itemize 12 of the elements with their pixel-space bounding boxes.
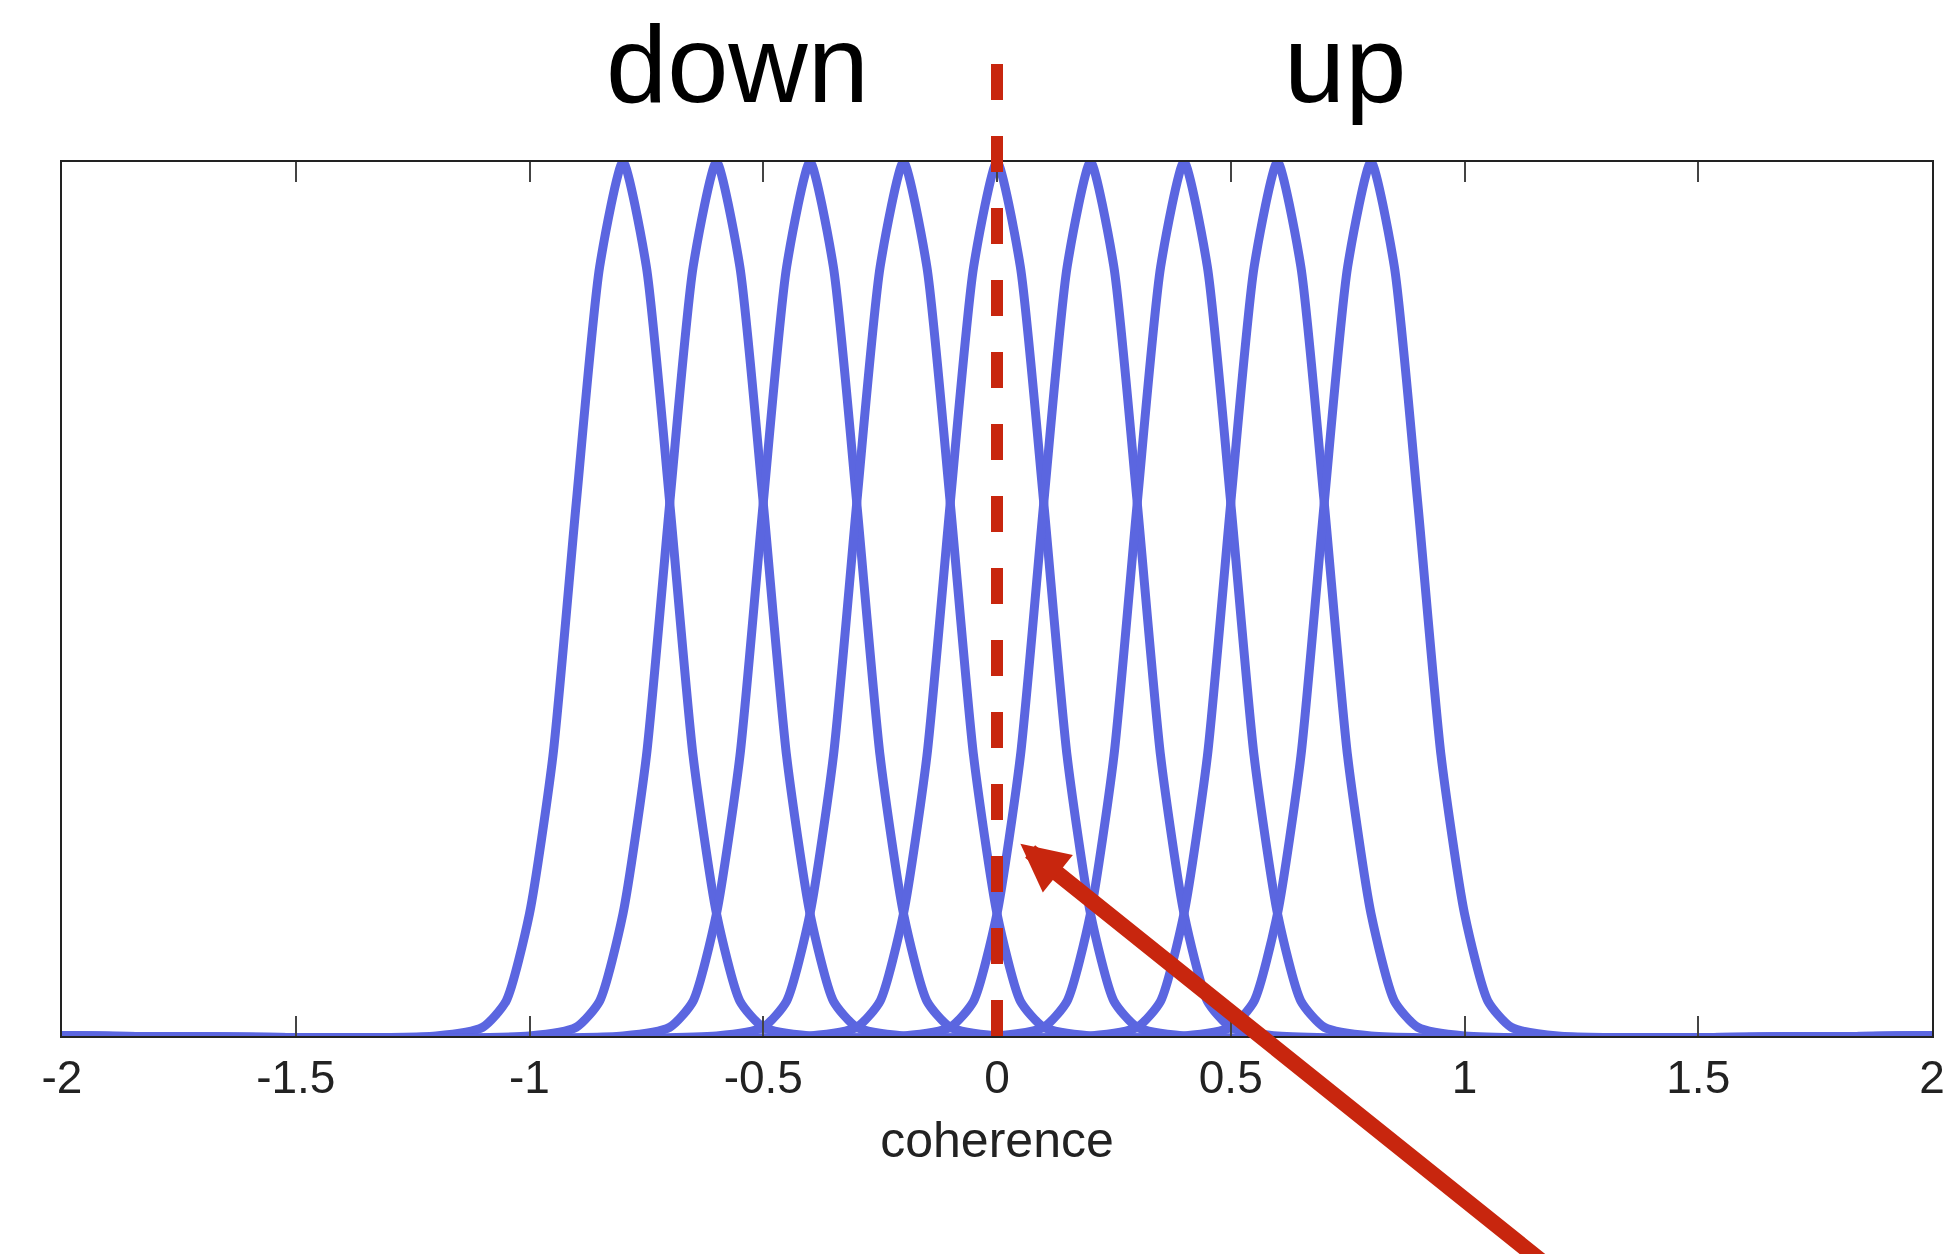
text: up	[1284, 2, 1407, 125]
x-tick-label: 0	[984, 1051, 1010, 1104]
text: down	[606, 2, 869, 125]
x-tick-label: -0.5	[723, 1051, 803, 1104]
x-tick-label: 1	[1451, 1051, 1478, 1104]
x-tick-label: -1.5	[256, 1051, 336, 1104]
x-tick-label: 0.5	[1198, 1051, 1263, 1104]
x-tick-label: 1.5	[1666, 1051, 1731, 1104]
x-axis-title: coherence	[880, 1112, 1114, 1169]
x-tick-label: -1	[509, 1051, 550, 1104]
x-tick-label: -2	[41, 1051, 83, 1104]
x-tick-label: 2	[1919, 1051, 1945, 1104]
